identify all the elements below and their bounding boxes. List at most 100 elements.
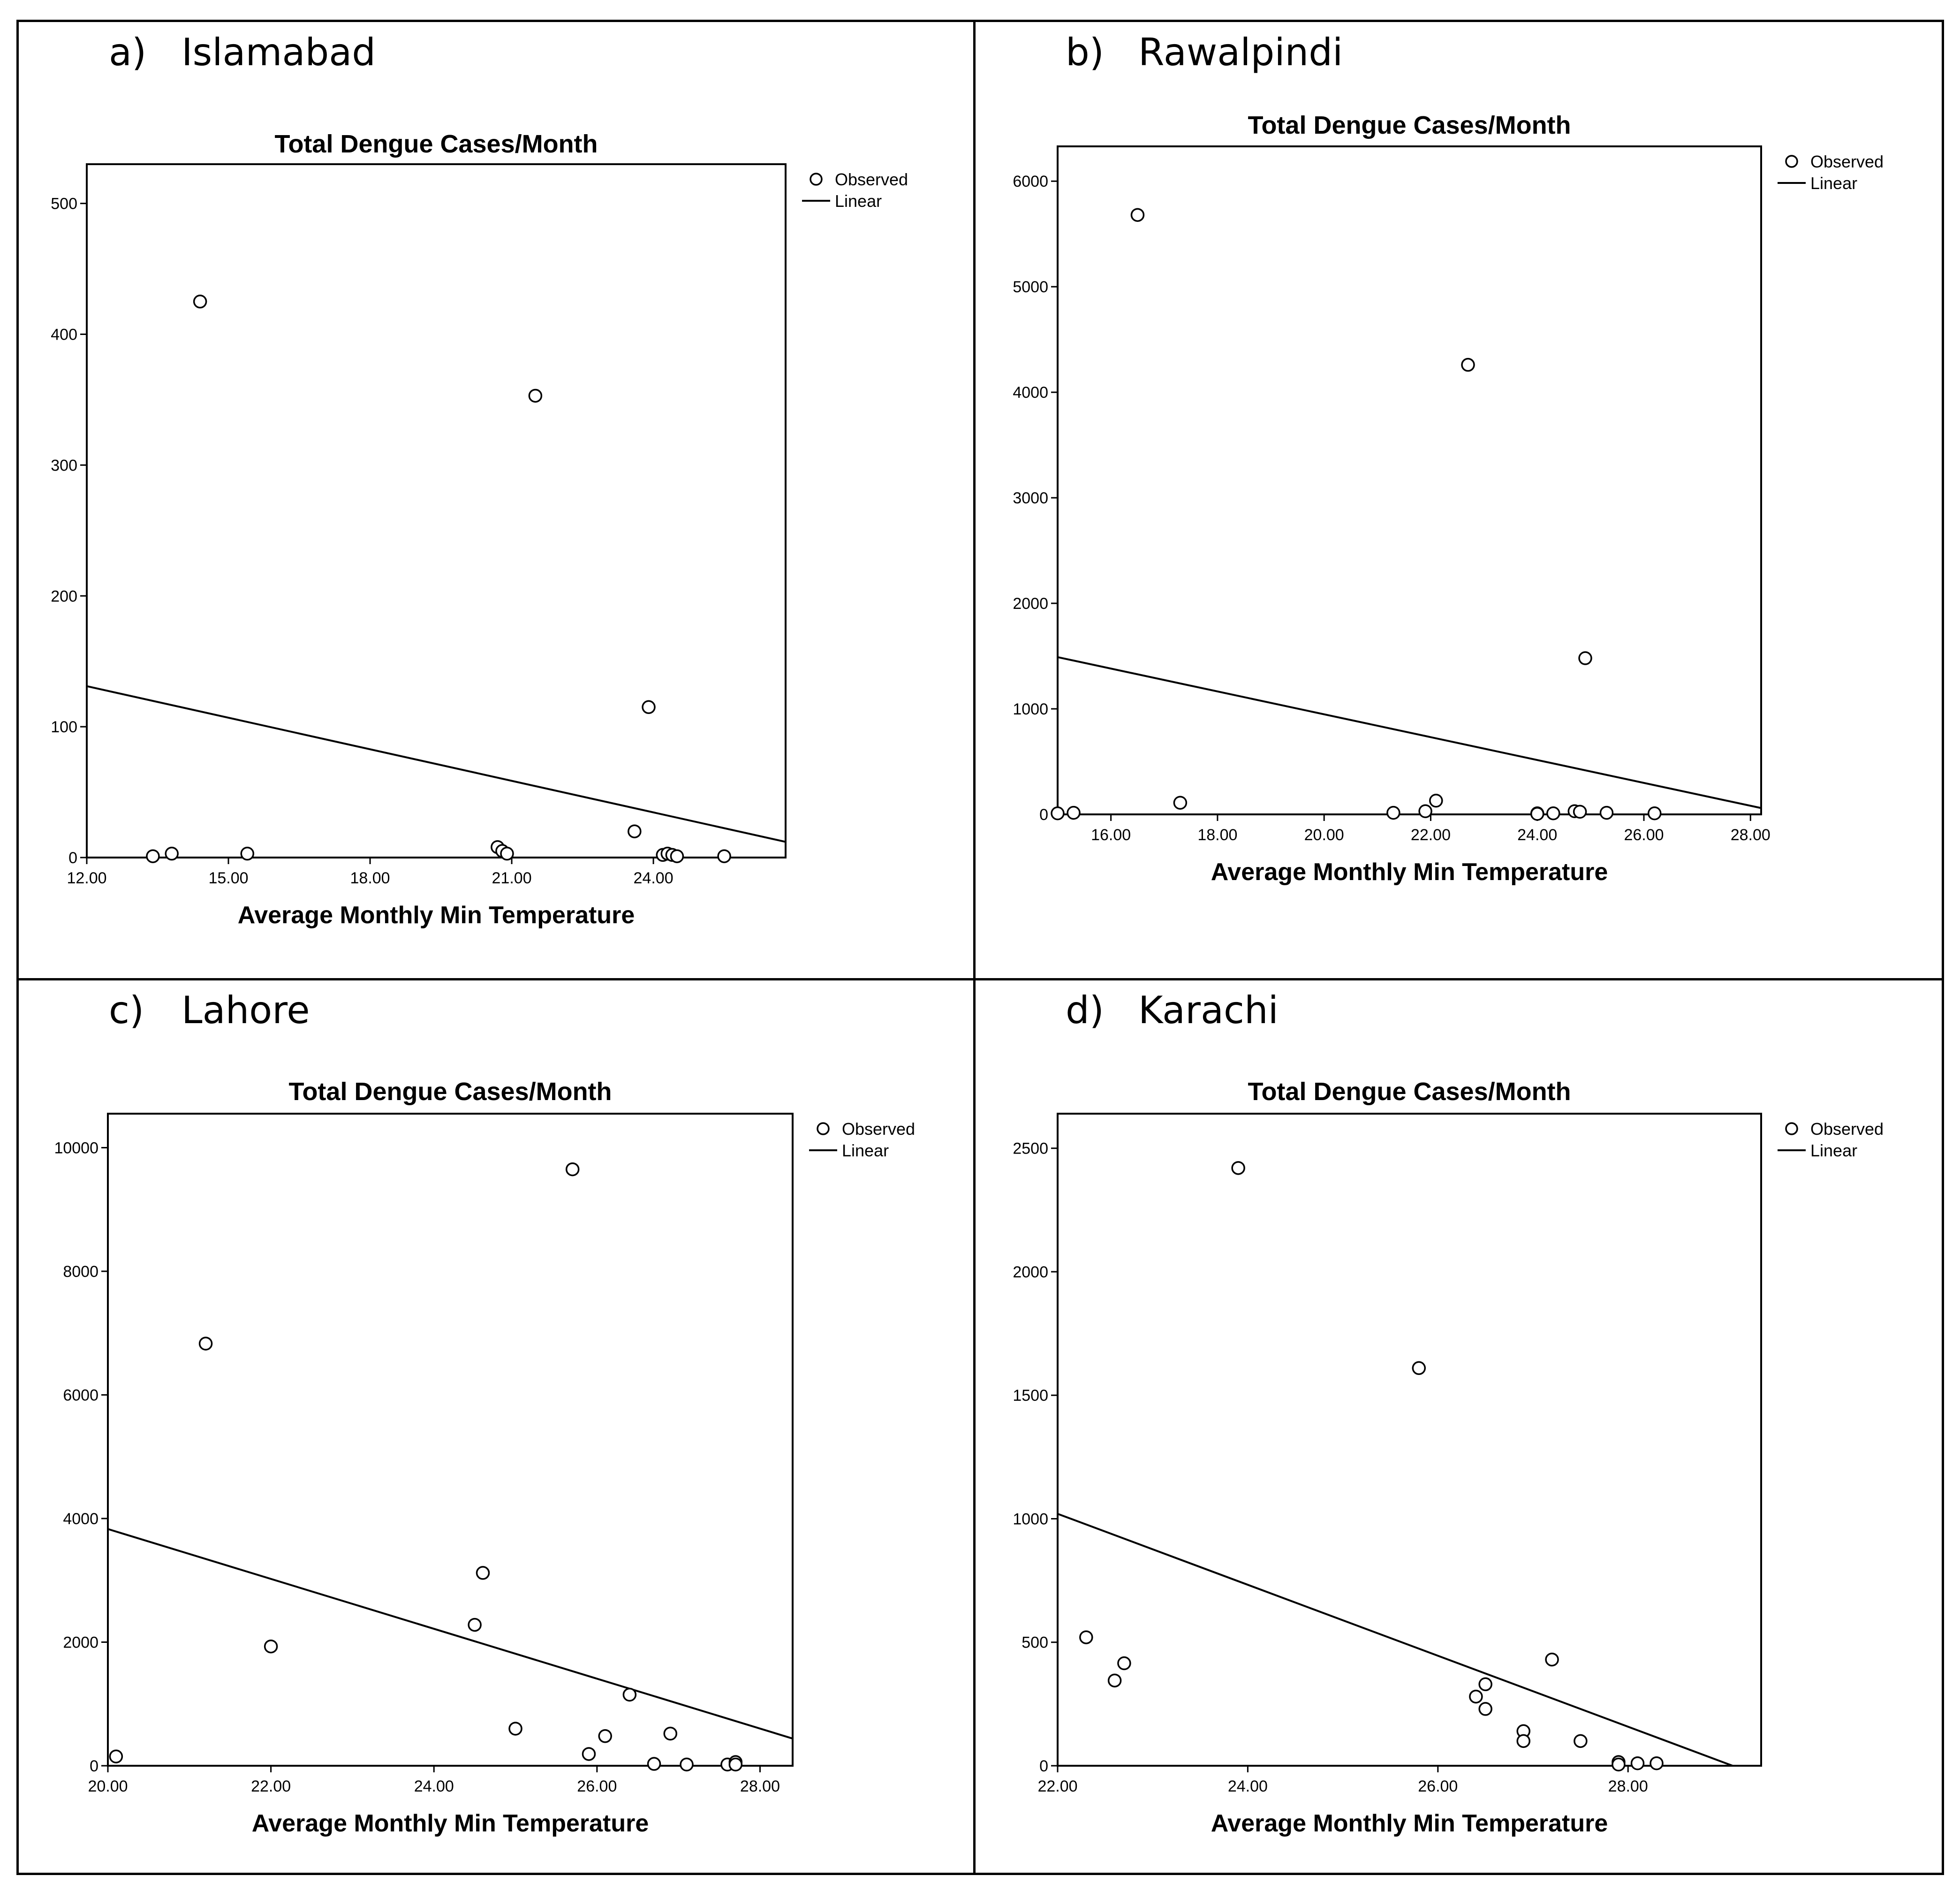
x-axis-label: Average Monthly Min Temperature <box>1211 1810 1608 1837</box>
x-tick-label: 28.00 <box>740 1777 780 1795</box>
observed-point <box>647 1757 661 1771</box>
observed-point <box>1573 805 1587 819</box>
observed-point <box>1386 805 1400 820</box>
observed-point <box>240 846 255 861</box>
y-tick-label: 300 <box>51 456 77 474</box>
plot-area <box>107 1113 794 1767</box>
observed-point <box>1429 794 1443 808</box>
observed-point <box>670 849 684 863</box>
legend-observed-label: Observed <box>842 1119 915 1139</box>
observed-point <box>1545 1652 1559 1667</box>
observed-point <box>1130 208 1145 222</box>
y-tick-label: 0 <box>68 849 77 867</box>
legend-observed-label: Observed <box>1810 1119 1884 1139</box>
panel-letter: d) <box>1066 988 1104 1032</box>
legend-linear-label: Linear <box>835 191 882 211</box>
figure-border <box>16 20 1944 1875</box>
x-tick-label: 24.00 <box>1517 826 1557 844</box>
chart-title: Total Dengue Cases/Month <box>1248 111 1571 139</box>
observed-point <box>1530 807 1544 821</box>
x-tick-label: 24.00 <box>414 1777 454 1795</box>
y-tick-label: 6000 <box>63 1386 98 1404</box>
y-tick-label: 1000 <box>1013 1510 1048 1528</box>
y-tick-label: 6000 <box>1013 173 1048 190</box>
observed-point <box>198 1337 213 1351</box>
observed-point <box>476 1566 490 1580</box>
legend-observed-marker <box>810 173 823 186</box>
observed-point <box>1107 1673 1122 1688</box>
panel-letter: b) <box>1066 30 1104 74</box>
x-tick-label: 28.00 <box>1608 1777 1648 1795</box>
y-tick-label: 3000 <box>1013 489 1048 507</box>
chart-title: Total Dengue Cases/Month <box>288 1078 612 1106</box>
plot-area <box>1057 1113 1762 1767</box>
x-tick-label: 18.00 <box>350 869 390 887</box>
x-tick-label: 20.00 <box>1304 826 1344 844</box>
y-tick-label: 1500 <box>1013 1387 1048 1405</box>
observed-point <box>582 1747 596 1761</box>
observed-point <box>1478 1702 1492 1716</box>
panel-label-d: d) Karachi <box>1066 988 1279 1032</box>
observed-point <box>109 1749 123 1763</box>
plot-area <box>86 163 787 858</box>
legend-observed-marker <box>817 1122 830 1135</box>
legend-observed-marker <box>1785 1122 1798 1135</box>
observed-point <box>1546 806 1560 820</box>
y-tick-label: 500 <box>1022 1634 1048 1652</box>
observed-point <box>146 849 160 863</box>
x-tick-label: 15.00 <box>208 869 248 887</box>
observed-point <box>1067 805 1081 820</box>
panel-city: Karachi <box>1138 988 1279 1032</box>
panel-city: Islamabad <box>182 30 376 74</box>
observed-point <box>1117 1656 1131 1671</box>
observed-point <box>500 846 514 861</box>
y-tick-label: 2000 <box>1013 1263 1048 1281</box>
y-tick-label: 500 <box>51 195 77 213</box>
panel-label-b: b) Rawalpindi <box>1066 30 1343 74</box>
x-axis-label: Average Monthly Min Temperature <box>238 902 635 929</box>
panel-divider-vertical <box>973 20 976 1875</box>
x-tick-label: 22.00 <box>1037 1777 1077 1795</box>
observed-point <box>1231 1161 1245 1175</box>
observed-point <box>264 1639 278 1654</box>
y-tick-label: 100 <box>51 718 77 736</box>
observed-point <box>628 824 642 838</box>
chart-title: Total Dengue Cases/Month <box>1248 1078 1571 1106</box>
observed-point <box>1478 1677 1492 1691</box>
observed-point <box>642 700 656 714</box>
observed-point <box>1469 1689 1483 1704</box>
observed-point <box>468 1618 482 1632</box>
x-tick-label: 18.00 <box>1197 826 1237 844</box>
observed-point <box>717 849 731 863</box>
x-tick-label: 22.00 <box>251 1777 291 1795</box>
y-tick-label: 2000 <box>63 1633 98 1651</box>
panel-letter: c) <box>109 988 144 1032</box>
linear-fit-line <box>86 685 786 843</box>
observed-point <box>1612 1757 1626 1772</box>
y-tick-label: 0 <box>1039 806 1048 824</box>
observed-point <box>508 1722 522 1736</box>
observed-point <box>1412 1361 1426 1375</box>
y-tick-label: 2500 <box>1013 1140 1048 1158</box>
x-tick-label: 24.00 <box>634 869 674 887</box>
chart-title: Total Dengue Cases/Month <box>274 130 598 158</box>
observed-point <box>528 388 543 403</box>
observed-point <box>1574 1734 1588 1748</box>
linear-fit-line <box>1057 656 1762 809</box>
observed-point <box>1173 796 1188 810</box>
observed-point <box>1051 806 1065 820</box>
y-tick-label: 0 <box>90 1757 98 1775</box>
observed-point <box>1578 651 1592 665</box>
linear-fit-line <box>107 1528 793 1739</box>
observed-point <box>1630 1756 1645 1770</box>
legend-observed-label: Observed <box>1810 152 1884 171</box>
observed-point <box>193 295 207 309</box>
plot-area <box>1057 145 1762 815</box>
y-tick-label: 4000 <box>63 1510 98 1528</box>
panel-city: Lahore <box>182 988 310 1032</box>
legend-observed-label: Observed <box>835 170 908 189</box>
